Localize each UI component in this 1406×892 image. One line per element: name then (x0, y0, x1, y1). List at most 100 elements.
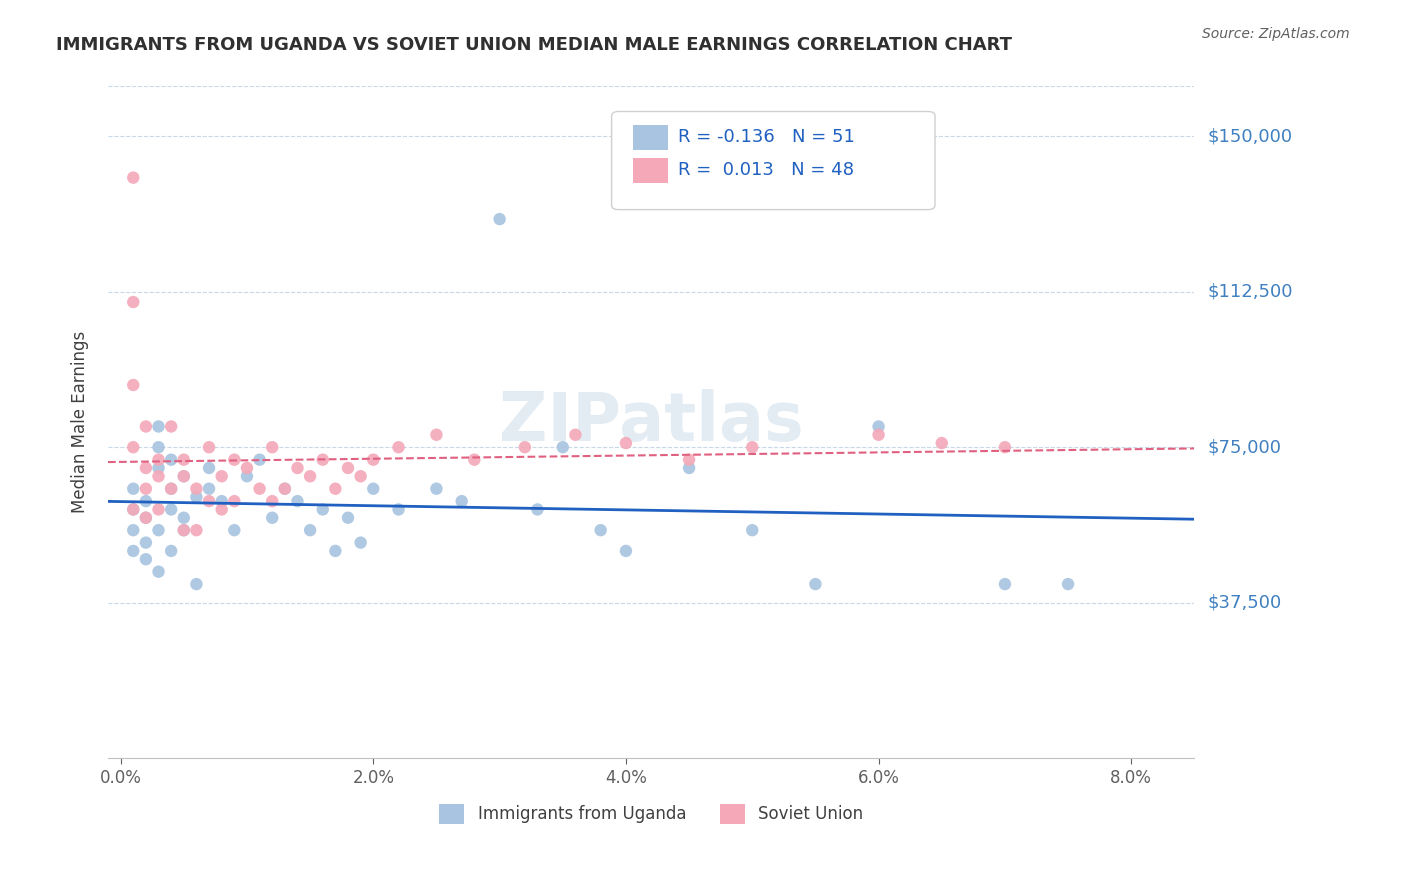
Point (211, 469, 233, 483)
Point (122, 523, 145, 537)
Point (198, 461, 221, 475)
Text: Source: ZipAtlas.com: Source: ZipAtlas.com (1202, 27, 1350, 41)
Point (173, 469, 195, 483)
Point (135, 510, 157, 524)
Point (211, 502, 233, 516)
Point (173, 523, 195, 537)
Point (931, 436, 953, 450)
Point (312, 452, 335, 467)
Point (148, 440, 170, 454)
Point (198, 440, 221, 454)
Point (211, 494, 233, 508)
Point (513, 440, 536, 454)
Point (741, 523, 763, 537)
Point (135, 494, 157, 508)
Point (148, 461, 170, 475)
Point (122, 378, 145, 392)
Point (173, 452, 195, 467)
Point (299, 523, 322, 537)
Text: $112,500: $112,500 (1206, 283, 1292, 301)
Point (173, 510, 195, 524)
Point (678, 452, 700, 467)
Text: R = -0.136   N = 51: R = -0.136 N = 51 (678, 128, 855, 146)
Point (804, 577, 827, 591)
Point (122, 482, 145, 496)
Text: $150,000: $150,000 (1206, 128, 1292, 145)
Point (450, 494, 472, 508)
Point (337, 510, 360, 524)
Text: ZIPatlas: ZIPatlas (499, 389, 803, 455)
Point (299, 469, 322, 483)
Point (135, 419, 157, 434)
Point (287, 461, 309, 475)
Point (614, 436, 637, 450)
Point (148, 452, 170, 467)
Point (387, 440, 409, 454)
Point (994, 440, 1017, 454)
Point (135, 482, 157, 496)
Point (249, 482, 271, 496)
Point (387, 502, 409, 516)
Point (274, 482, 297, 496)
Text: R =  0.013   N = 48: R = 0.013 N = 48 (678, 161, 853, 179)
Point (589, 523, 612, 537)
Point (186, 482, 208, 496)
Point (325, 544, 347, 558)
Legend: Immigrants from Uganda, Soviet Union: Immigrants from Uganda, Soviet Union (433, 797, 870, 830)
Point (160, 482, 183, 496)
Point (148, 523, 170, 537)
Point (325, 482, 347, 496)
Point (463, 452, 485, 467)
Point (551, 440, 574, 454)
Point (249, 452, 271, 467)
Point (741, 440, 763, 454)
Point (361, 482, 384, 496)
Point (262, 440, 284, 454)
Point (135, 552, 157, 566)
Point (122, 544, 145, 558)
Point (224, 452, 246, 467)
Point (198, 482, 221, 496)
Point (148, 469, 170, 483)
Point (122, 440, 145, 454)
Point (350, 535, 373, 549)
Point (135, 461, 157, 475)
Point (337, 461, 360, 475)
Point (160, 482, 183, 496)
Point (312, 502, 335, 516)
Point (224, 494, 246, 508)
Text: $75,000: $75,000 (1206, 438, 1281, 456)
Point (148, 502, 170, 516)
Point (186, 490, 208, 504)
Point (350, 469, 373, 483)
Point (122, 502, 145, 516)
Point (526, 502, 548, 516)
Point (224, 523, 246, 537)
Point (236, 461, 259, 475)
Point (173, 469, 195, 483)
Point (198, 494, 221, 508)
Point (186, 577, 208, 591)
Point (148, 419, 170, 434)
Point (274, 482, 297, 496)
Point (160, 544, 183, 558)
Point (678, 461, 700, 475)
Point (173, 523, 195, 537)
Point (122, 502, 145, 516)
Point (236, 469, 259, 483)
Text: IMMIGRANTS FROM UGANDA VS SOVIET UNION MEDIAN MALE EARNINGS CORRELATION CHART: IMMIGRANTS FROM UGANDA VS SOVIET UNION M… (56, 36, 1012, 54)
Point (1057, 577, 1080, 591)
Point (868, 427, 890, 442)
Point (425, 482, 447, 496)
Point (994, 577, 1017, 591)
Point (614, 544, 637, 558)
Point (122, 170, 145, 185)
Point (262, 494, 284, 508)
Point (148, 565, 170, 579)
Point (186, 523, 208, 537)
Point (868, 419, 890, 434)
Point (425, 427, 447, 442)
Point (122, 295, 145, 310)
Text: $37,500: $37,500 (1206, 594, 1281, 612)
Point (135, 535, 157, 549)
